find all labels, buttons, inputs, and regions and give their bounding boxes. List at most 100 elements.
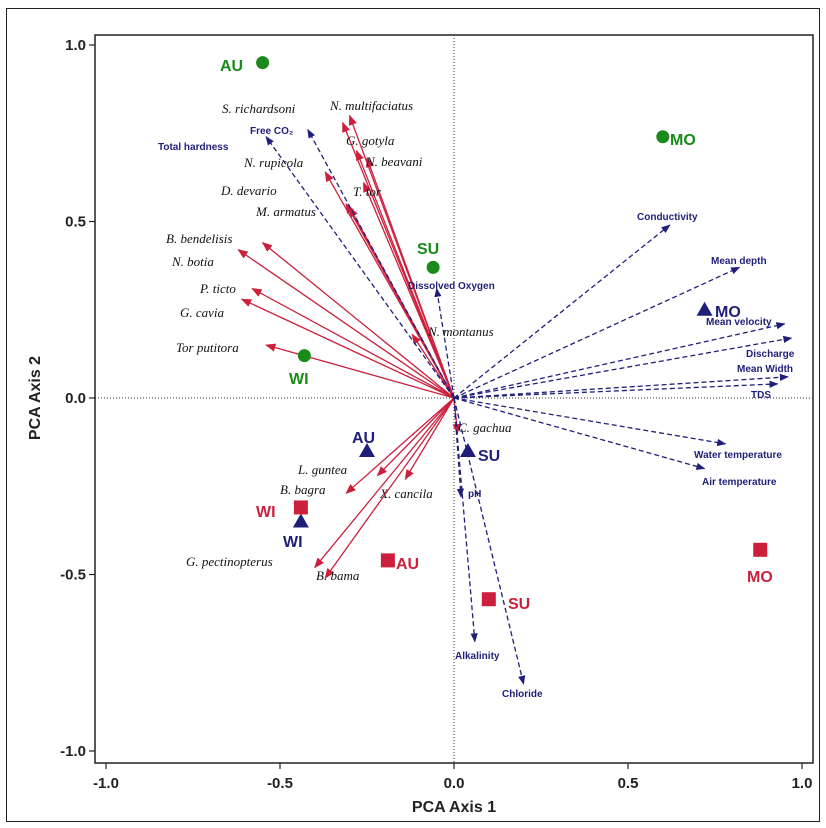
site-label-triangle-mo: MO — [715, 304, 741, 321]
species-arrow-b-bama — [324, 397, 455, 579]
species-label-d-devario: D. devario — [220, 183, 277, 198]
species-arrow-g-cavia — [240, 298, 455, 399]
env-arrow-mean-velocity — [453, 322, 786, 399]
x-tick-label: 0.5 — [618, 775, 639, 792]
species-label-n-montanus: N. montanus — [427, 324, 494, 339]
site-label-square-su: SU — [508, 596, 530, 613]
env-label-tds: TDS — [751, 390, 771, 401]
species-label-c-gachua: C. gachua — [458, 420, 512, 435]
site-label-square-wi: WI — [256, 504, 276, 521]
species-label-tor-putitora: Tor putitora — [176, 340, 239, 355]
env-label-air-temperature: Air temperature — [702, 477, 777, 488]
env-arrow-mean-depth — [453, 266, 741, 399]
species-label-n-rupicola: N. rupicola — [243, 155, 304, 170]
env-arrow-water-temperature — [453, 397, 727, 447]
species-label-x-cancila: X. cancila — [379, 486, 433, 501]
env-label-total-hardness: Total hardness — [158, 142, 229, 153]
species-arrow-b-bagra — [345, 397, 455, 494]
site-marker-square-wi — [293, 500, 308, 515]
environment-vectors: Total hardness Free CO₂ Dissolved Oxygen Co… — [158, 126, 795, 700]
species-label-b-bendelisis: B. bendelisis — [166, 231, 232, 246]
species-label-n-beavani: N. beavani — [365, 154, 423, 169]
x-axis-title: PCA Axis 1 — [412, 799, 496, 816]
env-label-dissolved-oxygen: Dissolved Oxygen — [408, 281, 495, 292]
y-axis-title: PCA Axis 2 — [27, 356, 44, 440]
y-tick-label: -0.5 — [60, 567, 86, 584]
site-marker-square-su — [481, 592, 496, 607]
x-tick-label: -1.0 — [93, 775, 119, 792]
site-label-triangle-su: SU — [478, 448, 500, 465]
site-label-triangle-au: AU — [352, 430, 375, 447]
env-label-water-temperature: Water temperature — [694, 450, 782, 461]
env-arrow-free-co — [307, 128, 455, 399]
species-label-n-multifaciatus: N. multifaciatus — [329, 98, 413, 113]
species-label-b-bagra: B. bagra — [280, 482, 326, 497]
site-label-square-au: AU — [396, 556, 419, 573]
site-label-circle-wi: WI — [289, 371, 309, 388]
species-label-p-ticto: P. ticto — [199, 281, 236, 296]
site-label-circle-au: AU — [220, 58, 243, 75]
species-label-g-pectinopterus: G. pectinopterus — [186, 554, 273, 569]
site-marker-square-mo — [753, 542, 768, 557]
env-arrow-conductivity — [453, 224, 671, 399]
axis-ticks: -1.0 -0.5 0.0 0.5 1.0 1.0 0.5 0.0 -0.5 -1.0 — [60, 37, 812, 792]
site-points: AU MO SU WI MO AU SU WI WI AU SU MO — [220, 56, 773, 613]
env-label-ph: pH — [468, 489, 481, 500]
x-tick-label: 0.0 — [444, 775, 465, 792]
y-tick-label: 1.0 — [65, 37, 86, 54]
env-arrow-tds — [453, 380, 779, 399]
env-label-conductivity: Conductivity — [637, 212, 698, 223]
species-arrow-n-beavani — [366, 156, 455, 399]
species-label-s-richardsoni: S. richardsoni — [222, 101, 296, 116]
species-arrow-b-bendelisis — [261, 242, 455, 399]
env-arrow-discharge — [453, 335, 793, 399]
env-label-mean-width: Mean Width — [737, 364, 793, 375]
env-label-chloride: Chloride — [502, 689, 543, 700]
site-marker-circle-mo — [656, 130, 670, 144]
site-label-circle-mo: MO — [670, 132, 696, 149]
species-arrow-tor-putitora — [265, 343, 455, 399]
species-label-l-guntea: L. guntea — [297, 462, 348, 477]
species-arrow-g-gotyla — [355, 149, 455, 399]
y-tick-label: -1.0 — [60, 743, 86, 760]
site-label-triangle-wi: WI — [283, 534, 303, 551]
site-marker-square-au — [380, 553, 395, 568]
env-arrow-air-temperature — [453, 397, 706, 470]
species-arrow-n-botia — [237, 249, 455, 399]
env-label-discharge: Discharge — [746, 349, 795, 360]
env-label-free-co: Free CO₂ — [250, 126, 293, 137]
species-label-n-botia: N. botia — [171, 254, 214, 269]
env-label-mean-velocity: Mean velocity — [706, 317, 772, 328]
site-marker-circle-su — [426, 260, 440, 274]
species-arrow-t-tor — [362, 181, 455, 399]
species-arrow-l-guntea — [376, 397, 455, 477]
env-label-alkalinity: Alkalinity — [455, 651, 500, 662]
site-marker-circle-au — [256, 56, 270, 70]
env-label-mean-depth: Mean depth — [711, 256, 767, 267]
species-arrow-x-cancila — [404, 397, 455, 481]
species-label-b-bama: B. bama — [316, 568, 360, 583]
site-label-circle-su: SU — [417, 241, 439, 258]
env-arrow-total-hardness — [265, 136, 455, 399]
species-label-t-tor: T. tor — [353, 184, 382, 199]
site-marker-triangle-su — [459, 442, 476, 457]
site-label-square-mo: MO — [747, 569, 773, 586]
species-label-g-gotyla: G. gotyla — [346, 133, 395, 148]
site-marker-triangle-au — [359, 442, 375, 457]
species-label-m-armatus: M. armatus — [255, 204, 316, 219]
env-arrow-dissolved-oxygen — [434, 287, 455, 399]
site-marker-triangle-mo — [696, 301, 713, 316]
env-arrow-alkalinity — [453, 397, 478, 643]
site-marker-circle-wi — [297, 349, 311, 363]
species-vectors: S. richardsoni N. multifaciatus G. gotyla N… — [166, 98, 512, 583]
site-marker-triangle-wi — [292, 513, 309, 528]
species-label-g-cavia: G. cavia — [180, 305, 225, 320]
y-tick-label: 0.5 — [65, 214, 86, 231]
x-tick-label: -0.5 — [267, 775, 293, 792]
species-arrow-g-pectinopterus — [314, 397, 455, 569]
figure-frame — [6, 8, 820, 822]
x-tick-label: 1.0 — [792, 775, 813, 792]
env-arrow-chloride — [453, 397, 526, 685]
species-arrow-p-ticto — [251, 287, 455, 399]
